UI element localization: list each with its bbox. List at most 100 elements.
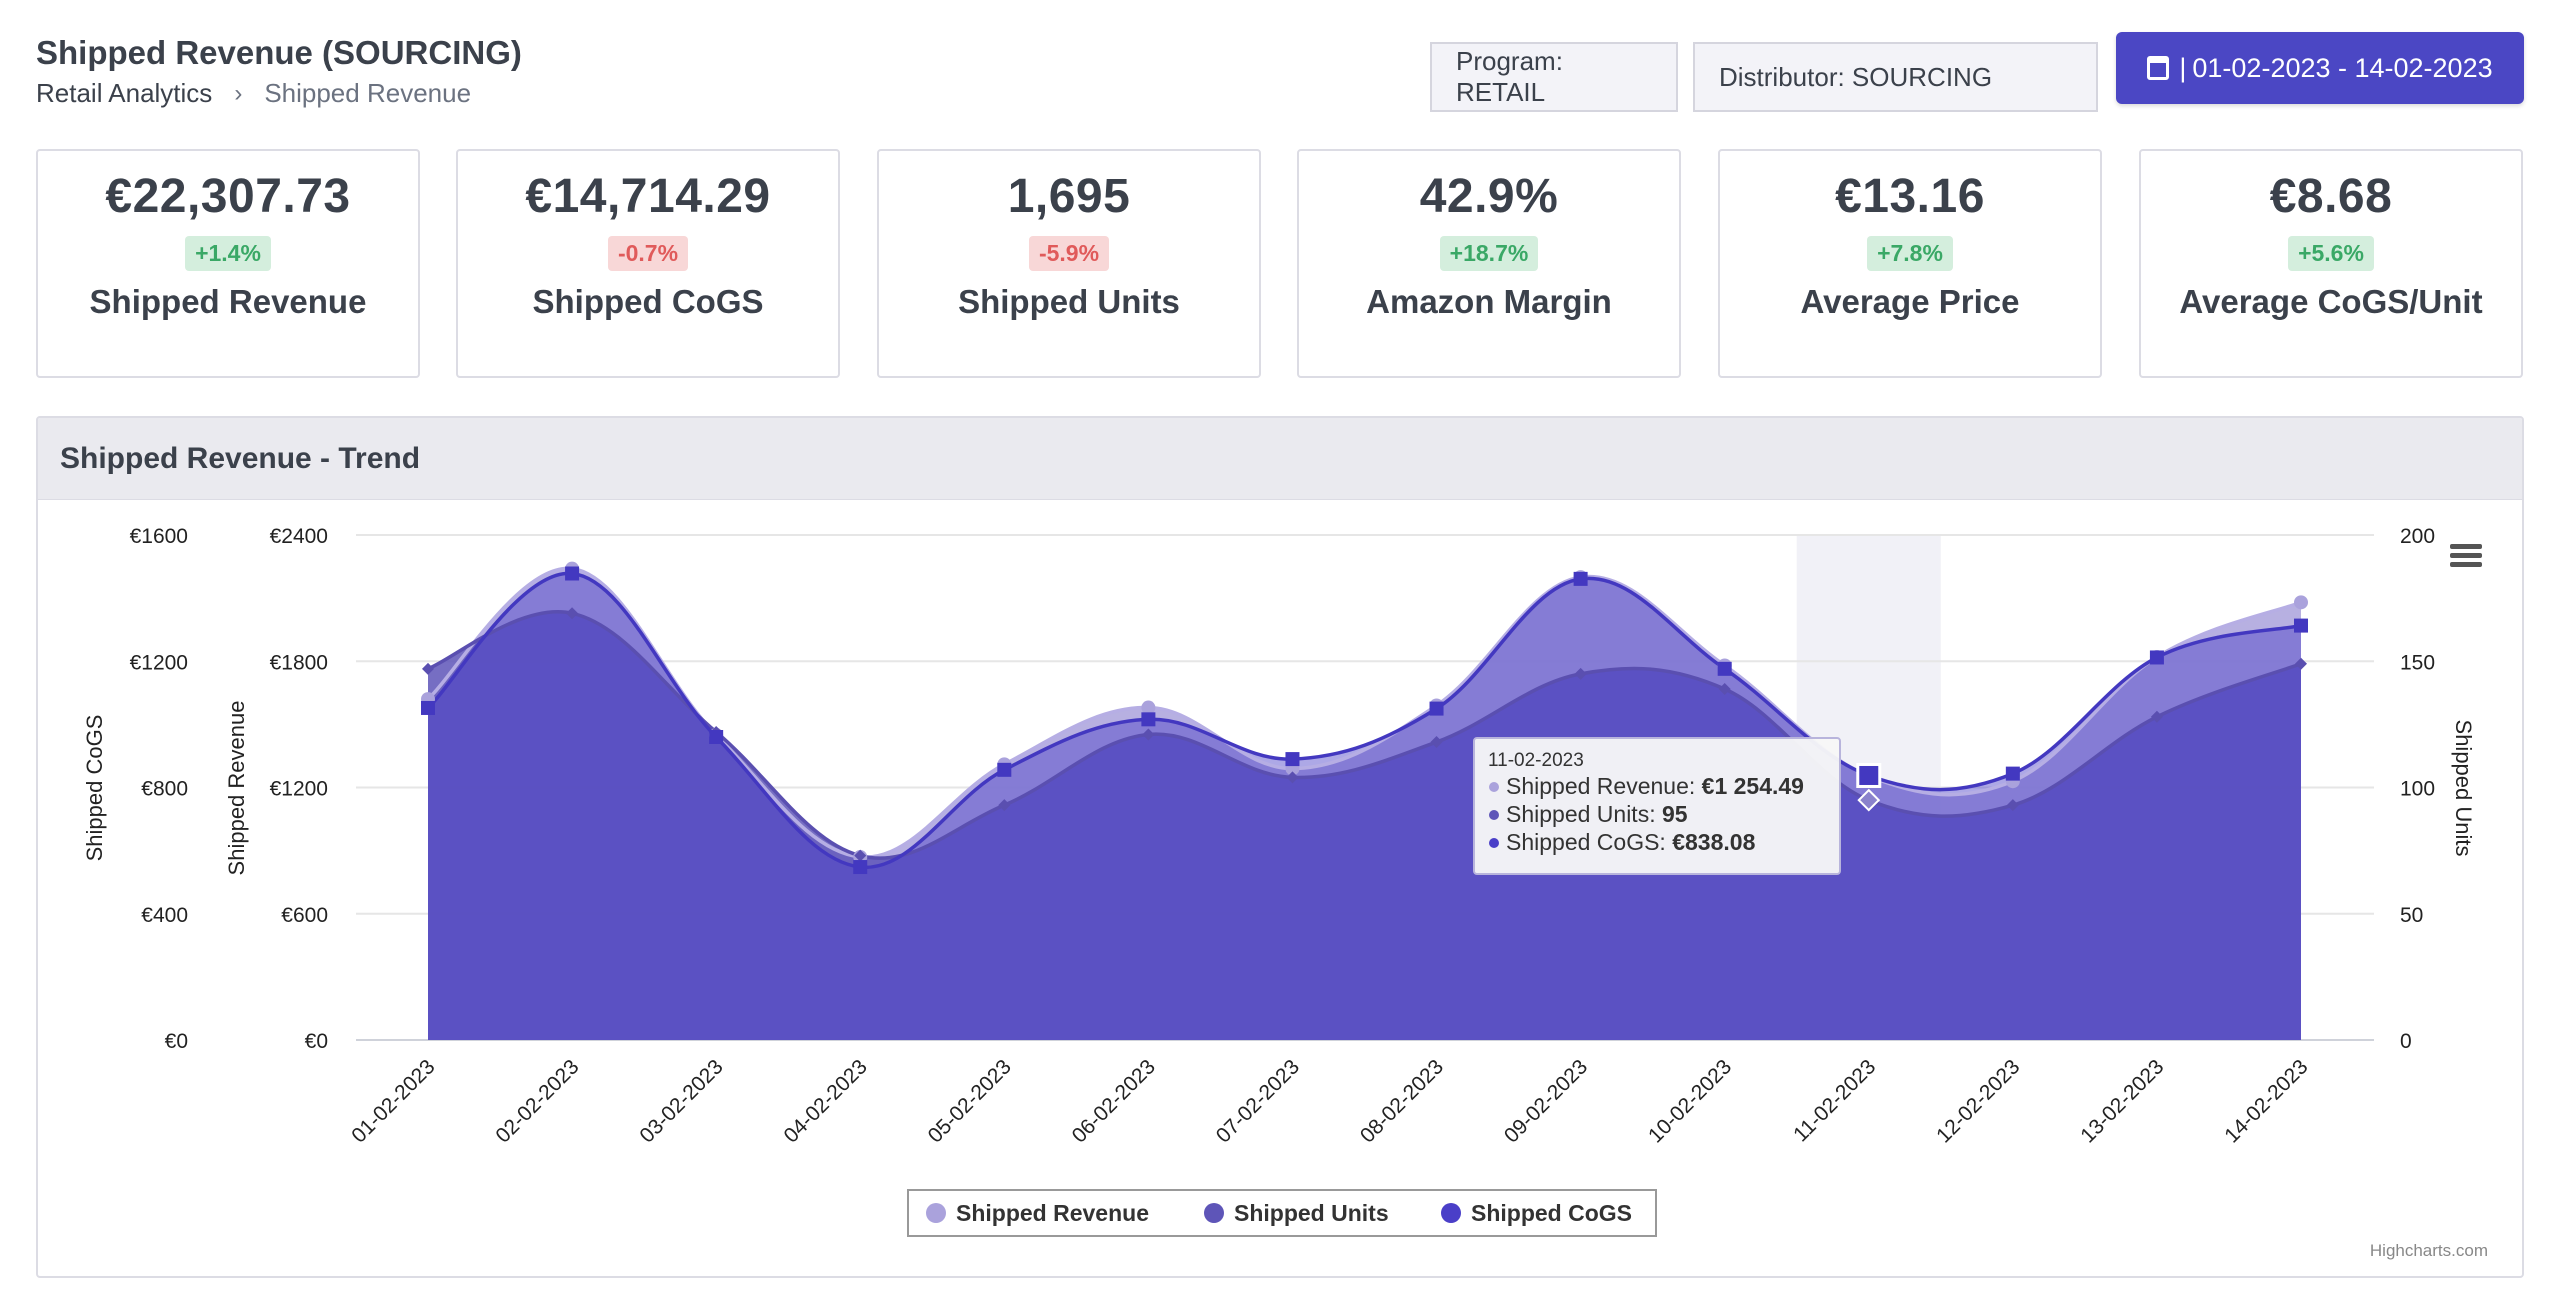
units-axis-tick: 50: [2400, 904, 2423, 927]
x-axis-label: 11-02-2023: [1789, 1055, 1880, 1146]
tooltip-row-value: €1 254.49: [1702, 773, 1804, 799]
kpi-card-amazon-margin: 42.9% +18.7% Amazon Margin: [1297, 149, 1681, 378]
units-point[interactable]: [1430, 736, 1443, 749]
cogs-point[interactable]: [853, 860, 868, 875]
cogs-point[interactable]: [1141, 712, 1156, 727]
units-axis-tick: 150: [2400, 651, 2435, 674]
kpi-change-badge: +5.6%: [2288, 236, 2374, 271]
x-axis-label: 09-02-2023: [1500, 1055, 1592, 1147]
legend-item-cogs[interactable]: Shipped CoGS: [1441, 1200, 1632, 1226]
revenue-axis-tick: €2400: [270, 525, 328, 548]
units-point[interactable]: [2006, 799, 2019, 812]
kpi-value: 42.9%: [1419, 170, 1559, 223]
revenue-point[interactable]: [2294, 595, 2308, 610]
tooltip-dot: [1489, 838, 1499, 848]
panel-title: Shipped Revenue - Trend: [38, 418, 2522, 500]
breadcrumb-root-link[interactable]: Retail Analytics: [36, 78, 213, 108]
x-axis-label: 12-02-2023: [1932, 1055, 2024, 1147]
units-point[interactable]: [1142, 728, 1155, 741]
kpi-card-shipped-revenue: €22,307.73 +1.4% Shipped Revenue: [36, 149, 420, 378]
breadcrumb-separator: ›: [234, 79, 243, 107]
revenue-axis-title: Shipped Revenue: [224, 701, 249, 876]
kpi-change-badge: +18.7%: [1439, 236, 1539, 271]
chart-credits: Highcharts.com: [2370, 1241, 2488, 1260]
trend-panel: Shipped Revenue - Trend €0 €0 0 €400 €600 50 €…: [36, 416, 2524, 1278]
units-axis-tick: 100: [2400, 778, 2435, 801]
distributor-filter[interactable]: Distributor: SOURCING: [1693, 42, 2098, 112]
kpi-label: Average CoGS/Unit: [2179, 283, 2483, 320]
cogs-point[interactable]: [2005, 766, 2020, 781]
tooltip-row-label: Shipped CoGS:: [1506, 829, 1672, 855]
breadcrumb: Retail Analytics › Shipped Revenue: [36, 78, 471, 109]
legend-marker: [1204, 1203, 1224, 1223]
menu-bar: [2450, 544, 2482, 549]
trend-chart: €0 €0 0 €400 €600 50 €800 €1200 100 €1200 €1800 150…: [82, 525, 2488, 1260]
units-point[interactable]: [998, 799, 1011, 812]
units-point[interactable]: [854, 849, 867, 862]
kpi-value: €14,714.29: [525, 170, 771, 223]
tooltip-row-label: Shipped Units:: [1506, 801, 1662, 827]
x-axis-label: 13-02-2023: [2076, 1055, 2168, 1147]
revenue-axis-tick: €600: [281, 904, 328, 927]
units-point[interactable]: [1286, 771, 1299, 784]
tooltip-row-value: 95: [1662, 801, 1688, 827]
units-point[interactable]: [2295, 657, 2307, 670]
date-range-button[interactable]: | 01-02-2023 - 14-02-2023: [2116, 32, 2524, 104]
legend-box: [907, 1189, 1657, 1237]
units-point[interactable]: [566, 607, 579, 620]
kpi-change-badge: +7.8%: [1867, 236, 1953, 271]
kpi-card-average-cogs-unit: €8.68 +5.6% Average CoGS/Unit: [2139, 149, 2523, 378]
legend-label: Shipped CoGS: [1471, 1200, 1632, 1226]
cogs-axis-tick: €400: [141, 904, 188, 927]
kpi-change-badge: -5.9%: [1028, 236, 1110, 271]
date-range-separator: |: [2179, 52, 2187, 83]
revenue-point[interactable]: [1141, 700, 1156, 715]
cogs-point[interactable]: [1856, 762, 1882, 788]
cogs-point[interactable]: [2149, 650, 2164, 665]
tooltip-row: Shipped CoGS: €838.08: [1506, 829, 1756, 855]
cogs-point[interactable]: [565, 566, 580, 581]
cogs-point[interactable]: [2294, 618, 2308, 633]
x-axis-label: 05-02-2023: [924, 1055, 1016, 1147]
tooltip-row-value: €838.08: [1672, 829, 1755, 855]
cogs-point[interactable]: [421, 700, 435, 715]
tooltip-box: [1473, 737, 1841, 875]
kpi-label: Amazon Margin: [1366, 283, 1612, 320]
date-range-label: 01-02-2023 - 14-02-2023: [2192, 52, 2493, 83]
units-point[interactable]: [422, 662, 434, 675]
chart-menu-icon[interactable]: [2450, 544, 2482, 567]
tooltip-dot: [1489, 782, 1499, 792]
legend-item-revenue[interactable]: Shipped Revenue: [926, 1200, 1149, 1226]
legend-item-units[interactable]: Shipped Units: [1204, 1200, 1389, 1226]
x-axis-label: 10-02-2023: [1644, 1055, 1736, 1147]
cogs-point[interactable]: [1573, 571, 1588, 586]
tooltip-row-label: Shipped Revenue:: [1506, 773, 1702, 799]
kpi-label: Shipped CoGS: [532, 283, 764, 320]
cogs-area: [428, 573, 2301, 1040]
x-axis-label: 04-02-2023: [780, 1055, 872, 1147]
kpi-label: Average Price: [1800, 283, 2020, 320]
cogs-axis-tick: €1200: [130, 651, 188, 674]
cogs-point[interactable]: [1717, 661, 1732, 676]
cogs-point[interactable]: [997, 762, 1012, 777]
kpi-label: Shipped Units: [958, 283, 1180, 320]
revenue-axis-tick: €1800: [270, 651, 328, 674]
kpi-value: €22,307.73: [105, 170, 351, 223]
program-filter[interactable]: Program: RETAIL: [1430, 42, 1678, 112]
tooltip-row: Shipped Revenue: €1 254.49: [1506, 773, 1804, 799]
kpi-value: 1,695: [1007, 170, 1131, 223]
cogs-point[interactable]: [1429, 701, 1444, 716]
kpi-label: Shipped Revenue: [89, 283, 367, 320]
units-point[interactable]: [2150, 710, 2163, 723]
revenue-axis-tick: €0: [305, 1030, 328, 1053]
cogs-point[interactable]: [709, 730, 724, 744]
units-point[interactable]: [1718, 683, 1731, 696]
units-point[interactable]: [1857, 788, 1881, 812]
units-axis-tick: 0: [2400, 1030, 2412, 1053]
cogs-point[interactable]: [1285, 752, 1300, 767]
units-point[interactable]: [1574, 667, 1587, 680]
legend-label: Shipped Units: [1234, 1200, 1389, 1226]
page-title: Shipped Revenue (SOURCING): [36, 34, 522, 71]
kpi-card-shipped-cogs: €14,714.29 -0.7% Shipped CoGS: [456, 149, 840, 378]
chart-legend: Shipped Revenue Shipped Units Shipped CoGS: [907, 1189, 1657, 1237]
